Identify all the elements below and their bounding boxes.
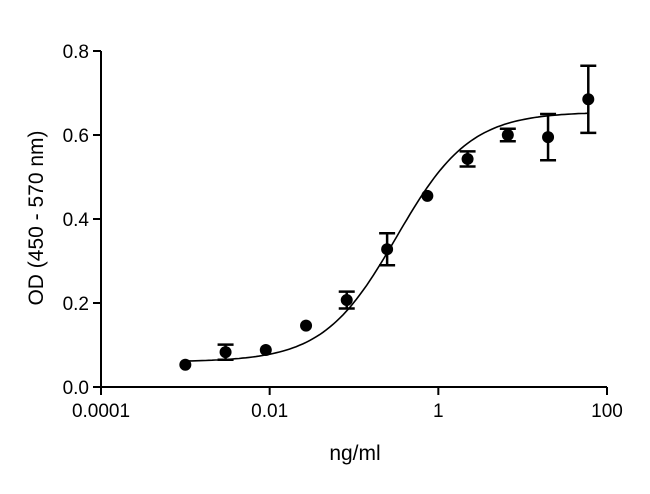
data-point: [219, 346, 232, 359]
axes: [100, 51, 607, 388]
data-point: [300, 319, 313, 332]
data-point: [179, 358, 192, 371]
ticks: 0.0 0.2 0.4 0.6 0.8 0.0001 0.01 1 100: [63, 42, 623, 422]
data-point: [421, 189, 434, 202]
y-tick-label: 0.4: [63, 210, 90, 231]
y-tick-label: 0.8: [63, 42, 89, 63]
y-tick-label: 0.6: [63, 126, 89, 147]
y-tick-label: 0.2: [63, 294, 89, 315]
data-point: [582, 93, 595, 106]
data-points: [179, 93, 595, 371]
y-tick-label: 0.0: [63, 378, 89, 399]
data-point: [259, 344, 272, 357]
data-point: [340, 294, 353, 307]
x-tick-label: 0.01: [251, 401, 288, 422]
error-bars: [217, 64, 597, 361]
x-tick-label: 0.0001: [72, 401, 130, 422]
data-point: [542, 131, 555, 144]
axis-labels: ng/ml OD (450 - 570 nm): [25, 130, 381, 465]
data-point: [501, 129, 514, 141]
x-axis-label: ng/ml: [329, 442, 380, 465]
x-tick-label: 1: [433, 401, 444, 422]
data-point: [381, 243, 394, 256]
x-tick-label: 100: [591, 401, 623, 422]
y-axis-label: OD (450 - 570 nm): [25, 130, 48, 305]
data-point: [461, 152, 474, 165]
